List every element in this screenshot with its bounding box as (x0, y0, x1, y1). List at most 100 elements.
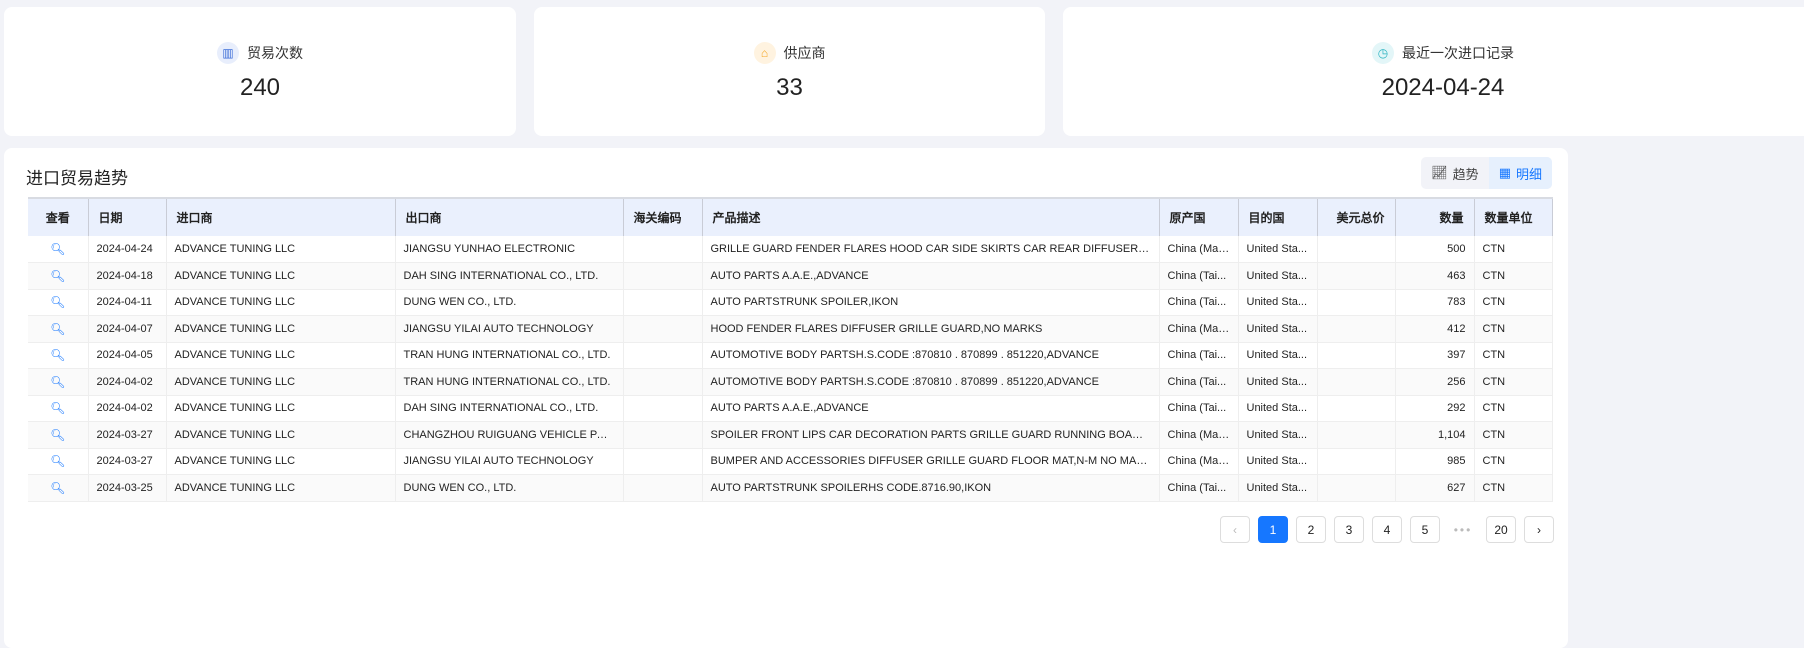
detail-tab[interactable]: ▦ 明细 (1488, 157, 1552, 189)
column-header: 日期 (88, 197, 167, 236)
table-cell: 2024-03-25 (88, 474, 167, 502)
table-row: 🔍︎ 2024-04-07 ADVANCE TUNING LLC JIANGSU YI… (28, 315, 1553, 343)
table-cell: AUTO PARTS A.A.E.,ADVANCE (702, 395, 1160, 422)
trend-tab[interactable]: 📈︎ 趋势 (1431, 165, 1479, 182)
table-cell: 463 (1395, 262, 1475, 290)
table-cell: CTN (1474, 448, 1553, 475)
table-cell: ADVANCE TUNING LLC (166, 342, 396, 369)
table-cell: 2024-04-11 (88, 289, 167, 316)
trade-panel: 进口贸易趋势 📈︎ 趋势 ▦ 明细 查看 日期 进口商 出口商 海关编码 产品描述 原产国 目的国… (4, 148, 1568, 648)
view-search-icon[interactable]: 🔍︎ (50, 374, 66, 389)
table-cell (1317, 421, 1396, 449)
table-cell (623, 421, 703, 449)
table-cell: China (Tai... (1159, 342, 1239, 369)
table-row: 🔍︎ 2024-04-11 ADVANCE TUNING LLC DUNG WEN C… (28, 289, 1553, 316)
table-icon: ▦ (1498, 165, 1511, 180)
table-cell: China (Mai... (1159, 315, 1239, 343)
table-cell: 256 (1395, 368, 1475, 396)
table-cell: ADVANCE TUNING LLC (166, 474, 396, 502)
view-search-icon[interactable]: 🔍︎ (50, 454, 66, 469)
line-chart-icon: 📈︎ (1431, 165, 1448, 180)
page-button[interactable]: 2 (1296, 516, 1326, 543)
table-cell (623, 315, 703, 343)
table-cell: ADVANCE TUNING LLC (166, 236, 396, 263)
view-search-icon[interactable]: 🔍︎ (50, 321, 66, 336)
table-cell: 2024-04-24 (88, 236, 167, 263)
table-cell: United Sta... (1238, 368, 1318, 396)
table-cell: CTN (1474, 262, 1553, 290)
table-cell: 627 (1395, 474, 1475, 502)
stat-value: 33 (776, 73, 803, 101)
table-cell: ADVANCE TUNING LLC (166, 289, 396, 316)
stat-value: 240 (239, 73, 281, 101)
table-cell: CTN (1474, 236, 1553, 263)
page-button[interactable]: 5 (1410, 516, 1440, 543)
page-button[interactable]: 20 (1486, 516, 1516, 543)
page-button[interactable]: 3 (1334, 516, 1364, 543)
table-cell: China (Mai... (1159, 421, 1239, 449)
table-cell: ADVANCE TUNING LLC (166, 421, 396, 449)
table-cell: CTN (1474, 395, 1553, 422)
table-cell: 2024-04-18 (88, 262, 167, 290)
table-cell (1317, 368, 1396, 396)
table-cell: DAH SING INTERNATIONAL CO., LTD. (395, 262, 624, 290)
table-cell (623, 342, 703, 369)
table-cell: ADVANCE TUNING LLC (166, 262, 396, 290)
table-cell: China (Tai... (1159, 395, 1239, 422)
table-cell: ADVANCE TUNING LLC (166, 315, 396, 343)
page-button[interactable]: 1 (1258, 516, 1288, 543)
next-page-button[interactable]: › (1524, 516, 1554, 543)
table-cell (623, 262, 703, 290)
pagination-ellipsis[interactable]: ••• (1448, 516, 1478, 543)
table-cell: CTN (1474, 315, 1553, 343)
table-cell: 783 (1395, 289, 1475, 316)
prev-page-button[interactable]: ‹ (1220, 516, 1250, 543)
stat-card: ▥ 贸易次数 240 (4, 7, 516, 136)
table-cell: 2024-04-07 (88, 315, 167, 343)
table-cell: CHANGZHOU RUIGUANG VEHICLE PARTS (395, 421, 624, 449)
view-search-icon[interactable]: 🔍︎ (50, 480, 66, 495)
view-search-icon[interactable]: 🔍︎ (50, 268, 66, 283)
view-toggle: 📈︎ 趋势 ▦ 明细 (1421, 157, 1552, 189)
table-row: 🔍︎ 2024-04-02 ADVANCE TUNING LLC TRAN HUNG … (28, 368, 1553, 396)
view-search-icon[interactable]: 🔍︎ (50, 401, 66, 416)
table-cell: JIANGSU YUNHAO ELECTRONIC (395, 236, 624, 263)
table-cell (1317, 262, 1396, 290)
table-cell: ADVANCE TUNING LLC (166, 448, 396, 475)
stat-value: 2024-04-24 (1381, 73, 1505, 101)
trade-table: 查看 日期 进口商 出口商 海关编码 产品描述 原产国 目的国 美元总价 数量 数量单位 🔍︎ 202… (28, 197, 1553, 502)
table-cell: United Sta... (1238, 262, 1318, 290)
table-cell (623, 289, 703, 316)
view-search-icon[interactable]: 🔍︎ (50, 427, 66, 442)
table-cell: CTN (1474, 474, 1553, 502)
table-cell: 412 (1395, 315, 1475, 343)
table-cell (1317, 315, 1396, 343)
table-row: 🔍︎ 2024-03-27 ADVANCE TUNING LLC CHANGZHOU … (28, 421, 1553, 449)
view-search-icon[interactable]: 🔍︎ (50, 242, 66, 256)
table-cell: TRAN HUNG INTERNATIONAL CO., LTD. (395, 368, 624, 396)
table-cell: CTN (1474, 289, 1553, 316)
table-cell: HOOD FENDER FLARES DIFFUSER GRILLE GUARD… (702, 315, 1160, 343)
table-cell (1317, 289, 1396, 316)
table-cell: China (Tai... (1159, 368, 1239, 396)
view-search-icon[interactable]: 🔍︎ (50, 295, 66, 310)
table-cell: SPOILER FRONT LIPS CAR DECORATION PARTS … (702, 421, 1160, 449)
table-cell: 1,104 (1395, 421, 1475, 449)
table-row: 🔍︎ 2024-04-24 ADVANCE TUNING LLC JIANGSU YU… (28, 236, 1553, 263)
bar-chart-icon: ▥ (217, 41, 239, 64)
table-cell (1317, 448, 1396, 475)
table-cell: 2024-04-05 (88, 342, 167, 369)
table-cell: 500 (1395, 236, 1475, 263)
view-search-icon[interactable]: 🔍︎ (50, 348, 66, 363)
table-cell (623, 448, 703, 475)
store-icon: ⌂ (753, 41, 776, 64)
page-button[interactable]: 4 (1372, 516, 1402, 543)
table-cell: AUTO PARTSTRUNK SPOILERHS CODE.8716.90,I… (702, 474, 1160, 502)
table-cell: 2024-04-02 (88, 368, 167, 396)
stat-card: ◷ 最近一次进口记录 2024-04-24 (1063, 7, 1804, 136)
table-cell: United Sta... (1238, 289, 1318, 316)
table-cell: DAH SING INTERNATIONAL CO., LTD. (395, 395, 624, 422)
column-header: 进口商 (166, 197, 396, 236)
panel-title: 进口贸易趋势 (26, 169, 128, 188)
table-cell (1317, 236, 1396, 263)
